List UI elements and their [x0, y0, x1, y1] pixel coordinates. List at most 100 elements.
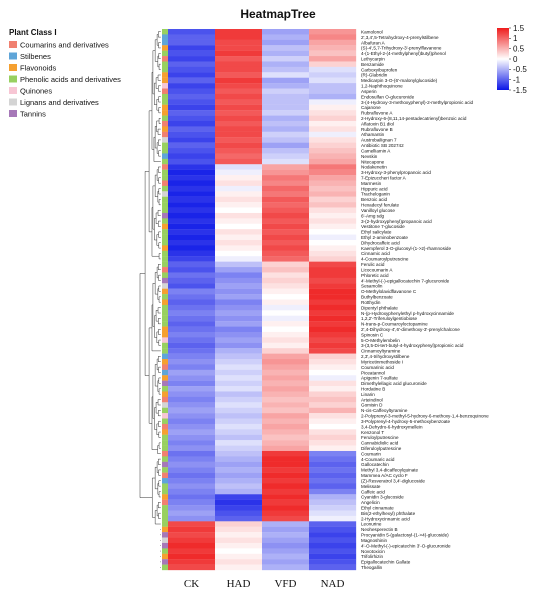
class-cell	[162, 239, 168, 246]
heatmap-cell	[215, 185, 263, 192]
heatmap-cell	[168, 434, 216, 441]
row-label: 2',3,4',5-Tetrahydroxy-4-prenylstilbene	[361, 35, 439, 40]
row-label: Sesamolin	[361, 284, 383, 289]
row-label: (S)-4',5,7-Trihydroxy-3'-prenylflavanone	[361, 46, 442, 51]
row-label: Buthylbenzoate	[361, 295, 393, 300]
dendrogram-branch	[157, 399, 160, 406]
heatmap-cell	[215, 294, 263, 300]
dendrogram-branch	[156, 34, 159, 46]
heatmap-cell	[215, 50, 263, 57]
heatmap-cell	[215, 142, 263, 149]
class-cell	[162, 218, 168, 224]
heatmap-cell	[168, 407, 216, 414]
heatmap-cell	[168, 499, 216, 506]
dendrogram-branch	[158, 188, 160, 195]
heatmap-cell	[215, 261, 263, 268]
row-label: 2-Polyprenyl-3-methyl-5-hydroxy-6-methox…	[361, 414, 489, 419]
heatmap-cell	[168, 180, 216, 187]
heatmap-cell	[309, 185, 357, 192]
row-label: Piceatannol	[361, 370, 385, 375]
heatmap-cell	[262, 272, 310, 279]
row-label: Dimethylellagic acid glucuronide	[361, 381, 427, 386]
heatmap-cell	[215, 456, 263, 462]
dendrogram-branch	[158, 469, 160, 476]
heatmap-cell	[309, 310, 357, 316]
heatmap-cell	[215, 564, 263, 571]
heatmap-cell	[262, 553, 310, 560]
heatmap-cell	[262, 99, 310, 105]
row-label: Albafuran A	[361, 40, 386, 45]
heatmap-cell	[262, 396, 310, 403]
class-cell	[162, 299, 168, 306]
legend-entry: Flavonoids	[20, 63, 57, 72]
heatmap-cell	[262, 120, 310, 127]
heatmap-cell	[215, 537, 263, 544]
heatmap-cell	[262, 126, 310, 132]
heatmap-cell	[309, 272, 357, 279]
dendrogram-branch	[158, 356, 160, 362]
heatmap-cell	[309, 142, 357, 149]
heatmap-cell	[215, 212, 263, 219]
class-cell	[162, 153, 168, 159]
heatmap-cell	[168, 142, 216, 149]
heatmap-cell	[215, 126, 263, 132]
column-labels: CK HAD VFD NAD	[184, 578, 345, 590]
colorbar-tick-label: -0.5	[513, 65, 527, 74]
class-cell	[162, 175, 168, 181]
class-cell	[162, 66, 168, 73]
heatmap-cell	[168, 526, 216, 533]
dendrogram-branch	[158, 420, 160, 427]
heatmap-cell	[262, 542, 310, 549]
heatmap-cell	[262, 402, 310, 408]
heatmap-cell	[309, 45, 357, 51]
heatmap-cell	[168, 478, 216, 484]
heatmap-cell	[309, 331, 357, 338]
heatmap-cell	[309, 153, 357, 159]
heatmap-cell	[262, 153, 310, 159]
legend-swatch	[9, 98, 17, 106]
heatmap-cell	[168, 548, 216, 554]
dendrogram-branch	[152, 185, 156, 230]
heatmap-cell	[309, 505, 357, 511]
heatmap-cell	[309, 131, 357, 138]
heatmap-cell	[309, 256, 357, 262]
heatmap-cell	[262, 304, 310, 311]
heatmap-cell	[262, 483, 310, 489]
heatmap-cell	[215, 239, 263, 246]
dendrogram-branch	[156, 99, 159, 111]
row-label: Marmesin	[361, 181, 382, 186]
dendrogram-branch	[158, 139, 160, 146]
heatmap-cell	[309, 99, 357, 105]
colorbar-tick-label: 0.5	[513, 44, 525, 53]
heatmap-cell	[168, 212, 216, 219]
dendrogram-branch	[157, 209, 160, 216]
heatmap-cell	[309, 467, 357, 473]
class-cell	[162, 532, 168, 538]
heatmap-cell	[215, 45, 263, 51]
dendrogram-branch	[158, 410, 160, 417]
heatmap-cell	[168, 148, 216, 154]
heatmap-cell	[168, 413, 216, 419]
heatmap-cell	[168, 369, 216, 376]
row-label: Hordatine B	[361, 386, 385, 391]
dendrogram-branch	[152, 283, 156, 327]
colorbar: 1.510.5 0-0.5-1 -1.5	[497, 24, 527, 95]
heatmap-cell	[215, 66, 263, 73]
class-cell	[162, 321, 168, 327]
class-cell	[162, 391, 168, 398]
row-label: N-trans-p-Coumaroyloctopamine	[361, 322, 428, 327]
heatmap-cell	[262, 369, 310, 376]
heatmap-cell	[215, 153, 263, 159]
dendrogram-branch	[158, 53, 160, 60]
row-label: Trifolirhizin	[361, 554, 383, 559]
heatmap-cell	[309, 180, 357, 187]
heatmap-cell	[262, 104, 310, 111]
heatmap-cell	[262, 478, 310, 484]
heatmap-cell	[309, 164, 357, 170]
heatmap-cell	[309, 461, 357, 468]
heatmap-cell	[215, 429, 263, 435]
heatmap-cell	[262, 315, 310, 322]
heatmap-cell	[168, 542, 216, 549]
heatmap-cell	[215, 191, 263, 197]
heatmap-cell	[262, 229, 310, 235]
